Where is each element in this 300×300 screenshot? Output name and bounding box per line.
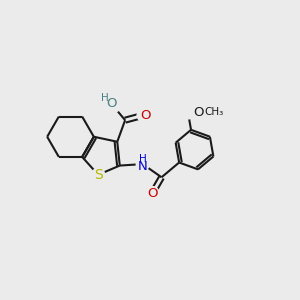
Circle shape (146, 187, 159, 200)
Circle shape (137, 109, 150, 122)
Circle shape (107, 100, 120, 112)
Text: O: O (106, 97, 116, 110)
Text: CH₃: CH₃ (205, 106, 224, 116)
Text: S: S (94, 168, 103, 182)
Circle shape (136, 158, 149, 171)
Text: H: H (139, 154, 147, 164)
Text: O: O (147, 187, 158, 200)
Text: N: N (138, 160, 148, 173)
Text: O: O (141, 109, 151, 122)
Text: O: O (193, 106, 203, 119)
Circle shape (92, 168, 105, 181)
Circle shape (182, 106, 194, 119)
Text: H: H (101, 93, 109, 103)
